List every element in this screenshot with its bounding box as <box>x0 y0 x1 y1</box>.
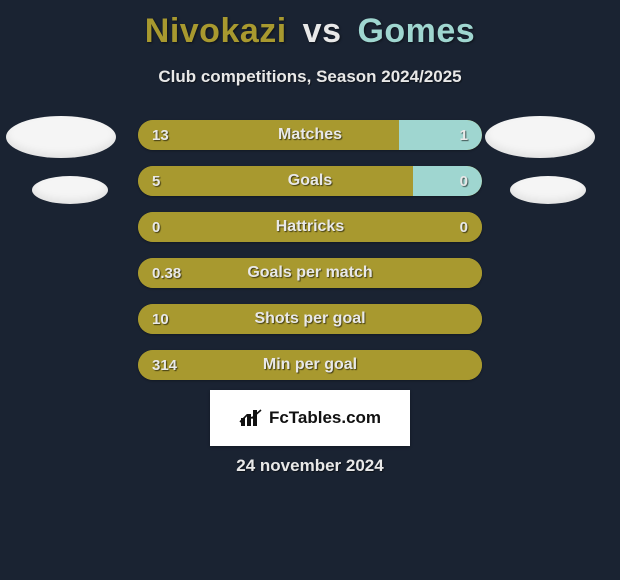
vs-label: vs <box>303 12 342 50</box>
stat-row: 50Goals <box>138 166 482 196</box>
stat-row: 314Min per goal <box>138 350 482 380</box>
player1-avatar-large <box>6 116 116 158</box>
stat-bar-right <box>399 120 482 150</box>
brand-chart-icon <box>239 408 263 428</box>
stat-bar-left <box>138 166 413 196</box>
player1-name: Nivokazi <box>145 12 287 50</box>
stat-row: 131Matches <box>138 120 482 150</box>
brand-text: FcTables.com <box>269 408 381 428</box>
footer-badge: FcTables.com <box>210 390 410 446</box>
player2-avatar-large <box>485 116 595 158</box>
player1-avatar-small <box>32 176 108 204</box>
stat-bar-left <box>138 258 482 288</box>
player2-avatar-small <box>510 176 586 204</box>
subtitle: Club competitions, Season 2024/2025 <box>0 67 620 87</box>
stat-bar-left <box>138 212 482 242</box>
footer-date: 24 november 2024 <box>0 456 620 476</box>
stat-bar-left <box>138 304 482 334</box>
stat-bar-left <box>138 120 399 150</box>
player2-name: Gomes <box>357 12 475 50</box>
comparison-bars: 131Matches 50Goals 00Hattricks 0.38Goals pe… <box>138 120 482 396</box>
stat-bar-right <box>413 166 482 196</box>
comparison-title: Nivokazi vs Gomes <box>0 0 620 51</box>
stat-row: 0.38Goals per match <box>138 258 482 288</box>
stat-row: 10Shots per goal <box>138 304 482 334</box>
stat-row: 00Hattricks <box>138 212 482 242</box>
stat-bar-left <box>138 350 482 380</box>
